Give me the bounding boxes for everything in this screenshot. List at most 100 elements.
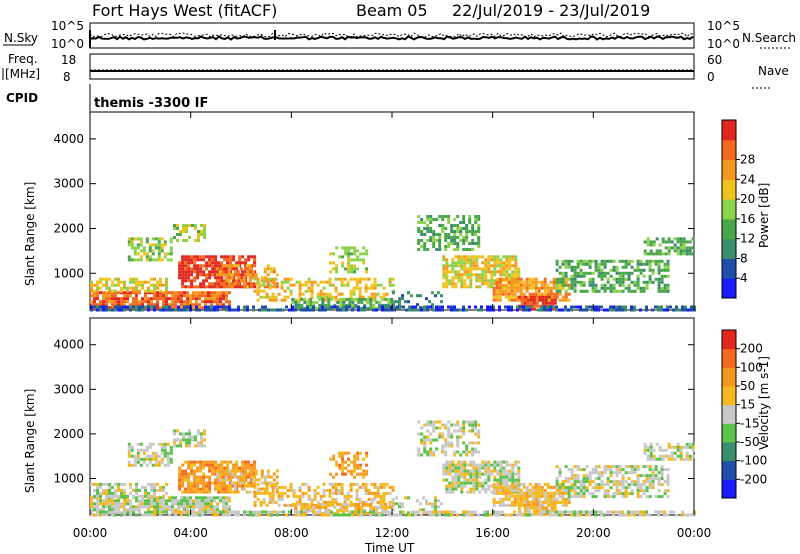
heatmap-cell bbox=[127, 463, 131, 467]
heatmap-cell bbox=[253, 289, 257, 293]
heatmap-cell bbox=[522, 280, 526, 284]
heatmap-cell bbox=[648, 265, 652, 269]
heatmap-cell bbox=[606, 489, 610, 493]
heatmap-cell bbox=[252, 305, 255, 309]
heatmap-cell bbox=[358, 277, 362, 281]
heatmap-cell bbox=[186, 508, 189, 512]
heatmap-cell bbox=[466, 478, 470, 482]
heatmap-cell bbox=[238, 481, 242, 485]
heatmap-cell bbox=[138, 303, 141, 307]
heatmap-cell bbox=[358, 286, 362, 290]
heatmap-cell bbox=[460, 258, 464, 262]
heatmap-cell bbox=[353, 270, 357, 274]
heatmap-cell bbox=[265, 485, 269, 489]
heatmap-cell bbox=[127, 442, 131, 446]
heatmap-cell bbox=[615, 289, 619, 293]
heatmap-cell bbox=[153, 294, 156, 298]
heatmap-cell bbox=[147, 494, 150, 498]
heatmap-cell bbox=[224, 478, 228, 482]
heatmap-cell bbox=[338, 466, 342, 470]
heatmap-cell bbox=[300, 510, 303, 514]
heatmap-cell bbox=[294, 510, 297, 514]
heatmap-cell bbox=[541, 500, 545, 504]
heatmap-cell bbox=[591, 486, 595, 490]
heatmap-cell bbox=[558, 265, 562, 269]
heatmap-cell bbox=[648, 280, 652, 284]
heatmap-cell bbox=[483, 510, 486, 514]
heatmap-cell bbox=[661, 457, 665, 461]
heatmap-cell bbox=[199, 267, 203, 271]
heatmap-cell bbox=[245, 273, 249, 277]
heatmap-cell bbox=[263, 267, 267, 271]
heatmap-cell bbox=[451, 478, 455, 482]
heatmap-cell bbox=[185, 227, 188, 230]
heatmap-cell bbox=[567, 510, 570, 514]
heatmap-cell bbox=[573, 513, 576, 517]
heatmap-cell bbox=[444, 444, 448, 448]
heatmap-cell bbox=[220, 279, 224, 283]
heatmap-cell bbox=[507, 286, 511, 290]
heatmap-cell bbox=[666, 513, 669, 517]
heatmap-cell bbox=[199, 282, 203, 286]
heatmap-cell bbox=[624, 465, 628, 469]
heatmap-cell bbox=[136, 252, 140, 256]
heatmap-cell bbox=[339, 503, 343, 506]
heatmap-cell bbox=[516, 286, 520, 290]
heatmap-cell bbox=[301, 482, 305, 486]
heatmap-cell bbox=[147, 513, 150, 517]
heatmap-cell bbox=[475, 466, 479, 470]
heatmap-cell bbox=[502, 267, 506, 271]
heatmap-cell bbox=[493, 273, 497, 277]
heatmap-cell bbox=[160, 442, 164, 446]
heatmap-cell bbox=[159, 308, 162, 312]
heatmap-cell bbox=[250, 466, 254, 470]
heatmap-cell bbox=[102, 502, 105, 506]
heatmap-cell bbox=[478, 472, 482, 476]
heatmap-cell bbox=[223, 472, 227, 476]
heatmap-cell bbox=[432, 450, 436, 454]
heatmap-cell bbox=[208, 469, 212, 473]
heatmap-cell bbox=[280, 497, 284, 501]
heatmap-cell bbox=[192, 499, 195, 503]
heatmap-cell bbox=[202, 463, 206, 467]
heatmap-cell bbox=[343, 277, 347, 281]
colorbar-segment bbox=[722, 423, 736, 443]
heatmap-cell bbox=[123, 283, 126, 287]
heatmap-cell bbox=[313, 488, 317, 492]
heatmap-cell bbox=[652, 448, 656, 452]
heatmap-cell bbox=[615, 305, 618, 309]
heatmap-cell bbox=[498, 488, 502, 492]
heatmap-cell bbox=[141, 308, 144, 312]
heatmap-cell bbox=[646, 237, 650, 241]
heatmap-cell bbox=[525, 280, 529, 284]
heatmap-cell bbox=[190, 463, 194, 467]
heatmap-cell bbox=[588, 483, 592, 487]
heatmap-cell bbox=[474, 230, 478, 233]
heatmap-cell bbox=[502, 264, 506, 268]
heatmap-cell bbox=[169, 448, 173, 452]
heatmap-cell bbox=[534, 485, 538, 489]
heatmap-cell bbox=[359, 472, 363, 476]
heatmap-cell bbox=[643, 249, 647, 253]
heatmap-cell bbox=[319, 292, 323, 296]
heatmap-cell bbox=[186, 305, 189, 309]
heatmap-cell bbox=[465, 453, 469, 457]
heatmap-cell bbox=[472, 463, 476, 467]
heatmap-cell bbox=[558, 486, 562, 490]
heatmap-cell bbox=[250, 285, 254, 289]
heatmap-cell bbox=[445, 469, 449, 473]
heatmap-cell bbox=[419, 294, 422, 298]
heatmap-cell bbox=[447, 420, 451, 424]
heatmap-cell bbox=[478, 273, 482, 277]
colorbar-segment bbox=[722, 404, 736, 424]
heatmap-cell bbox=[177, 505, 180, 509]
heatmap-cell bbox=[226, 261, 230, 265]
heatmap-cell bbox=[329, 472, 333, 476]
heatmap-cell bbox=[272, 282, 276, 286]
heatmap-cell bbox=[495, 277, 499, 281]
heatmap-cell bbox=[649, 451, 653, 455]
heatmap-cell bbox=[333, 506, 337, 509]
heatmap-cell bbox=[163, 252, 167, 256]
heatmap-cell bbox=[496, 460, 500, 464]
heatmap-cell bbox=[463, 460, 467, 464]
